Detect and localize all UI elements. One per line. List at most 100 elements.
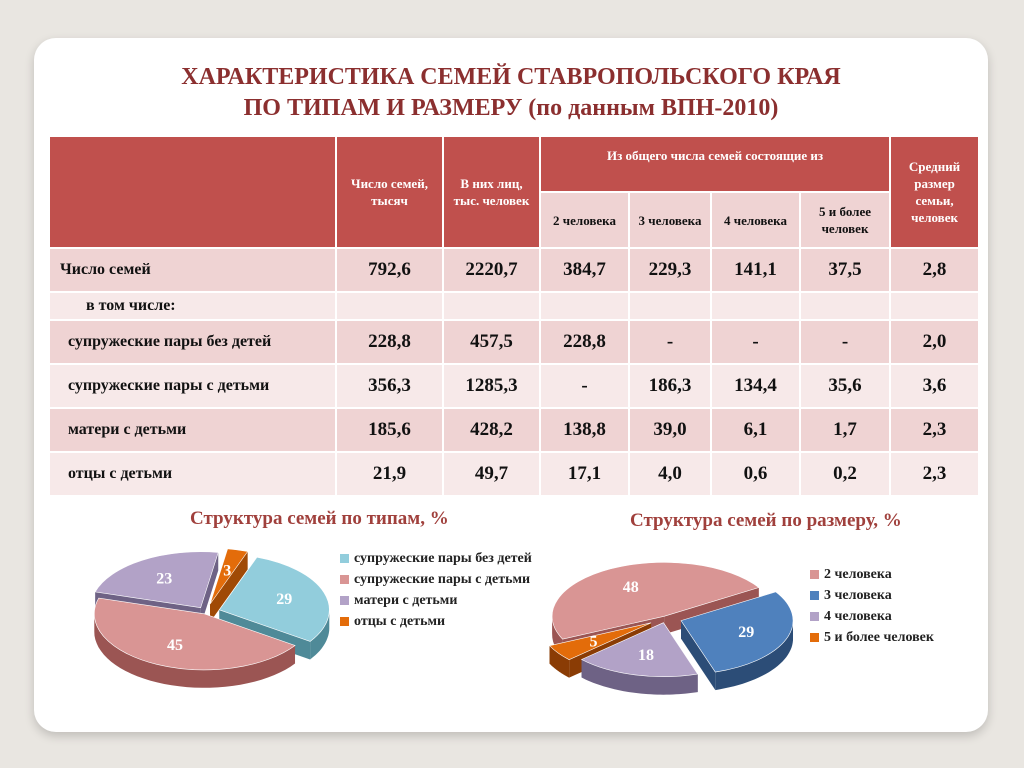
cell: 134,4	[712, 365, 799, 407]
header-3-persons: 3 человека	[630, 193, 710, 247]
table-row: супружеские пары с детьми 356,3 1285,3 -…	[50, 365, 979, 407]
cell: -	[712, 321, 799, 363]
cell: 2,0	[891, 321, 979, 363]
row-label: матери с детьми	[50, 409, 335, 451]
cell: 428,2	[444, 409, 539, 451]
pie-data-label: 29	[276, 591, 292, 608]
cell: 228,8	[541, 321, 628, 363]
header-empty	[50, 137, 335, 247]
pie-data-label: 29	[738, 624, 754, 641]
pie-data-label: 48	[623, 579, 639, 596]
pie-chart-types: 29 45 23 3	[94, 548, 330, 688]
cell: 17,1	[541, 453, 628, 495]
legend-label: 2 человека	[824, 567, 892, 582]
cell: 186,3	[630, 365, 710, 407]
cell	[891, 293, 979, 319]
pie-slice	[94, 597, 296, 671]
cell: 1,7	[801, 409, 890, 451]
row-label: супружеские пары с детьми	[50, 365, 335, 407]
title-line-1: ХАРАКТЕРИСТИКА СЕМЕЙ СТАВРОПОЛЬСКОГО КРА…	[181, 64, 841, 90]
header-persons: В них лиц, тыс. человек	[444, 137, 539, 247]
pie-slice	[548, 622, 652, 661]
legend-label: супружеские пары без детей	[354, 551, 532, 566]
row-label: супружеские пары без детей	[50, 321, 335, 363]
table-row: отцы с детьми 21,9 49,7 17,1 4,0 0,6 0,2…	[50, 453, 979, 495]
cell: 141,1	[712, 249, 799, 291]
cell: 49,7	[444, 453, 539, 495]
cell	[444, 293, 539, 319]
pie-data-label: 45	[167, 637, 183, 654]
row-label: в том числе:	[50, 293, 335, 319]
header-5-persons: 5 и более человек	[801, 193, 890, 247]
cell: 6,1	[712, 409, 799, 451]
table-row: в том числе:	[50, 293, 979, 319]
cell: 2220,7	[444, 249, 539, 291]
cell: 35,6	[801, 365, 890, 407]
legend-swatch	[810, 633, 819, 642]
cell	[712, 293, 799, 319]
legend-label: отцы с детьми	[354, 614, 446, 629]
title-line-2: ПО ТИПАМ И РАЗМЕРУ (по данным ВПН-2010)	[243, 95, 779, 121]
legend-item: супружеские пары с детьми	[340, 571, 540, 588]
cell: 37,5	[801, 249, 890, 291]
header-row-1: Число семей, тысяч В них лиц, тыс. челов…	[50, 137, 979, 247]
table-row: матери с детьми 185,6 428,2 138,8 39,0 6…	[50, 409, 979, 451]
legend-swatch	[810, 612, 819, 621]
cell: 792,6	[337, 249, 442, 291]
cell: 384,7	[541, 249, 628, 291]
legend-label: 5 и более человек	[824, 630, 934, 645]
cell: 3,6	[891, 365, 979, 407]
table-row: Число семей 792,6 2220,7 384,7 229,3 141…	[50, 249, 979, 291]
cell: 138,8	[541, 409, 628, 451]
cell: 0,6	[712, 453, 799, 495]
cell: 2,3	[891, 409, 979, 451]
legend-item: 4 человека	[810, 608, 980, 625]
cell: 457,5	[444, 321, 539, 363]
pie-slice	[209, 548, 249, 605]
legend-item: 3 человека	[810, 587, 980, 604]
pie-slice	[580, 622, 699, 677]
legend-item: 2 человека	[810, 566, 980, 583]
legend-item: матери с детьми	[340, 592, 540, 609]
cell: 39,0	[630, 409, 710, 451]
legend-swatch	[340, 575, 349, 584]
row-label: отцы с детьми	[50, 453, 335, 495]
header-row-2: 2 человека 3 человека 4 человека 5 и бол…	[50, 193, 978, 247]
cell	[337, 293, 442, 319]
legend-types: супружеские пары без детей супружеские па…	[340, 550, 540, 634]
chart-title-sizes: Структура семей по размеру, %	[630, 510, 902, 531]
slide-title: ХАРАКТЕРИСТИКА СЕМЕЙ СТАВРОПОЛЬСКОГО КРА…	[34, 62, 988, 124]
cell: 4,0	[630, 453, 710, 495]
pie-data-label: 18	[638, 647, 654, 664]
cell: 228,8	[337, 321, 442, 363]
cell	[630, 293, 710, 319]
pie-slice	[218, 556, 330, 642]
header-group: Из общего числа семей состоящие из	[541, 137, 890, 191]
cell: 2,3	[891, 453, 979, 495]
legend-swatch	[340, 617, 349, 626]
legend-label: 3 человека	[824, 588, 892, 603]
cell: -	[630, 321, 710, 363]
cell: 0,2	[801, 453, 890, 495]
legend-sizes: 2 человека 3 человека 4 человека 5 и более …	[810, 566, 980, 650]
cell: -	[801, 321, 890, 363]
cell	[801, 293, 890, 319]
cell: -	[541, 365, 628, 407]
legend-item: 5 и более человек	[810, 629, 980, 646]
row-label: Число семей	[50, 249, 335, 291]
cell: 185,6	[337, 409, 442, 451]
legend-swatch	[810, 591, 819, 600]
header-families: Число семей, тысяч	[337, 137, 442, 247]
legend-swatch	[340, 554, 349, 563]
cell: 1285,3	[444, 365, 539, 407]
pie-slice	[551, 562, 760, 640]
families-table: Число семей, тысяч В них лиц, тыс. челов…	[48, 135, 980, 497]
header-2-persons: 2 человека	[541, 193, 628, 247]
pie-data-label: 3	[223, 563, 231, 580]
legend-label: матери с детьми	[354, 593, 458, 608]
cell: 356,3	[337, 365, 442, 407]
cell: 229,3	[630, 249, 710, 291]
cell	[541, 293, 628, 319]
legend-item: супружеские пары без детей	[340, 550, 540, 567]
pie-data-label: 23	[156, 570, 172, 587]
